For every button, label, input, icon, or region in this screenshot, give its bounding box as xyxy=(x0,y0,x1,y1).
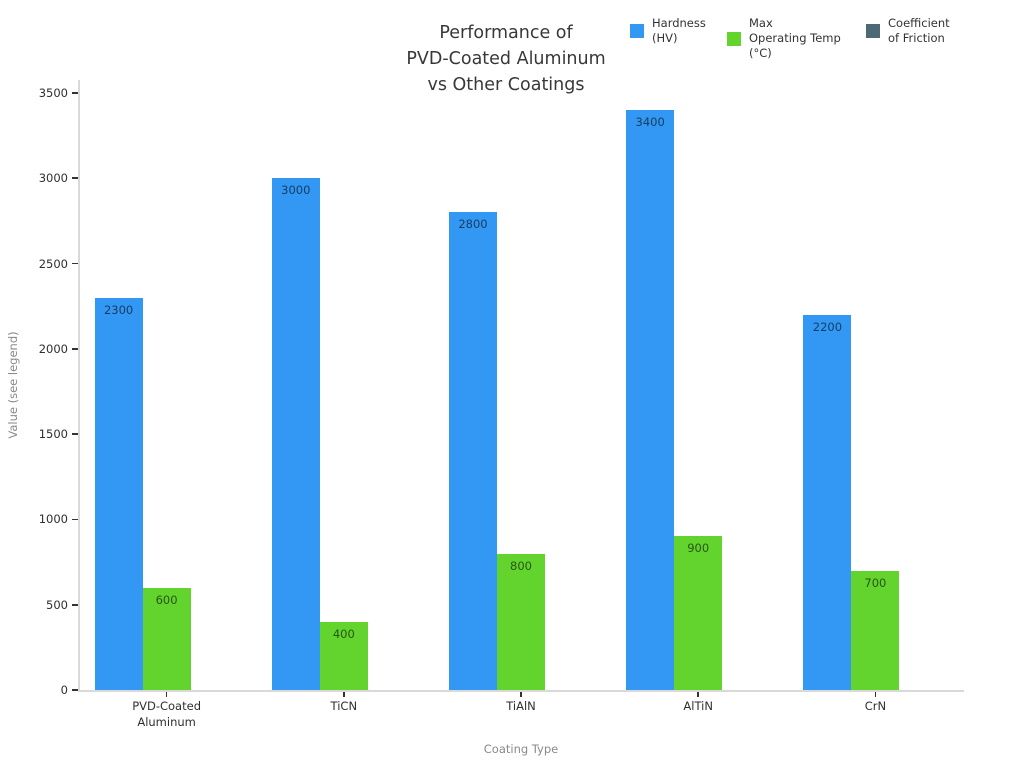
x-axis-title: Coating Type xyxy=(483,742,559,756)
legend-item: Coefficient of Friction xyxy=(866,16,950,46)
legend-item: Hardness (HV) xyxy=(630,16,706,46)
y-tick-mark xyxy=(72,433,78,435)
x-tick-mark xyxy=(520,692,522,697)
bar xyxy=(497,553,545,690)
bar-value-label: 400 xyxy=(332,626,355,641)
bar xyxy=(94,297,143,690)
legend-swatch xyxy=(630,24,644,38)
legend-item: Max Operating Temp (°C) xyxy=(727,16,841,61)
legend-swatch xyxy=(727,31,741,46)
x-tick-mark xyxy=(343,692,345,697)
x-tick-mark xyxy=(165,692,168,697)
legend-label: Coefficient of Friction xyxy=(888,16,950,45)
bar-value-label: 700 xyxy=(864,575,887,590)
y-tick-label: 3000 xyxy=(38,171,68,186)
bar-value-label: 800 xyxy=(510,558,532,573)
y-tick-mark xyxy=(72,603,78,606)
bar xyxy=(674,536,723,690)
bar-value-label: 3000 xyxy=(281,183,311,198)
y-tick-label: 2500 xyxy=(38,256,68,271)
y-axis-title: Value (see legend) xyxy=(6,331,20,439)
y-tick-label: 2000 xyxy=(38,341,68,356)
y-axis-line xyxy=(78,80,80,690)
bar-value-label: 3400 xyxy=(635,115,665,130)
x-tick-label: TiAlN xyxy=(506,699,536,713)
y-tick-mark xyxy=(72,689,78,691)
y-tick-mark xyxy=(72,262,78,265)
x-tick-mark xyxy=(697,692,699,697)
x-axis-line xyxy=(78,690,964,692)
x-tick-mark xyxy=(874,692,877,697)
x-tick-label: PVD-Coated Aluminum xyxy=(132,699,201,729)
chart-title: Performance of PVD-Coated Aluminum vs Ot… xyxy=(406,23,606,95)
bar xyxy=(271,178,320,690)
y-tick-label: 1500 xyxy=(38,427,68,442)
bar xyxy=(142,587,191,690)
y-tick-label: 3500 xyxy=(38,86,68,100)
bar-value-label: 600 xyxy=(155,592,178,607)
bar-value-label: 2200 xyxy=(812,319,843,334)
y-tick-mark xyxy=(72,177,78,180)
x-tick-label: CrN xyxy=(864,699,887,713)
y-tick-mark xyxy=(72,92,78,94)
bar-value-label: 2800 xyxy=(458,217,488,232)
bar xyxy=(449,212,497,690)
bar xyxy=(803,314,852,690)
legend-swatch xyxy=(866,24,880,38)
x-tick-label: AlTiN xyxy=(683,699,713,713)
bar xyxy=(851,570,900,690)
bar-value-label: 900 xyxy=(687,541,710,556)
legend-label: Max Operating Temp (°C) xyxy=(749,16,841,60)
y-tick-mark xyxy=(72,348,78,350)
y-tick-label: 500 xyxy=(46,597,68,612)
y-tick-mark xyxy=(72,518,78,521)
y-tick-label: 1000 xyxy=(38,512,68,527)
bar xyxy=(626,110,675,690)
y-tick-label: 0 xyxy=(60,683,68,697)
legend-label: Hardness (HV) xyxy=(652,16,706,45)
x-tick-label: TiCN xyxy=(330,699,358,713)
bar-value-label: 2300 xyxy=(103,302,134,317)
bar xyxy=(319,621,368,690)
